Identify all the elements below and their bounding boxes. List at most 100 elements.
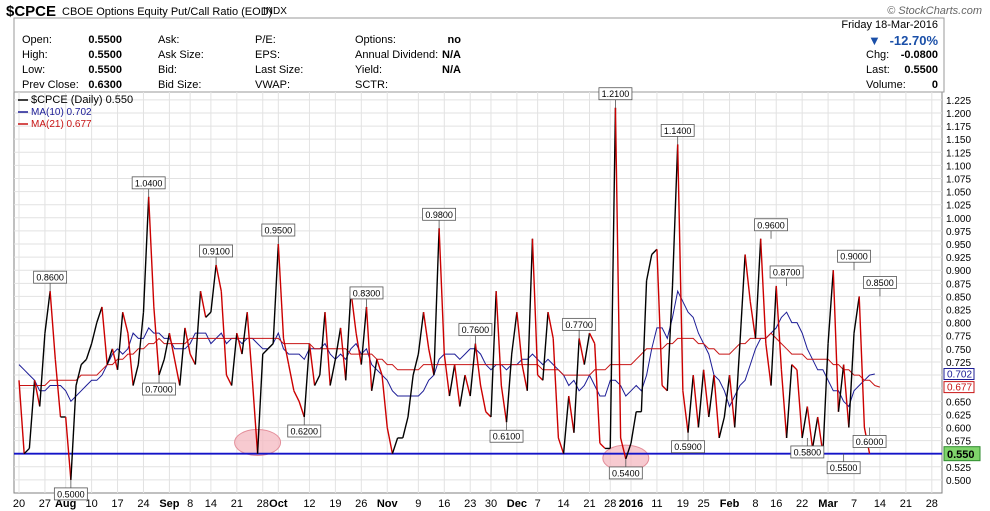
quote-label: Options: <box>355 34 396 46</box>
x-tick-label: 28 <box>257 498 269 510</box>
price-segment <box>702 369 710 418</box>
price-segment <box>417 312 425 355</box>
price-segment <box>562 395 570 454</box>
price-segment <box>345 291 352 381</box>
quote-value: no <box>447 34 461 46</box>
x-tick-label: Nov <box>377 498 399 510</box>
y-tick-label: 0.800 <box>946 319 971 330</box>
price-segment <box>490 291 497 418</box>
quote-value: 0.5500 <box>88 34 122 46</box>
callout-box <box>562 317 597 331</box>
x-tick-label: 16 <box>438 498 450 510</box>
price-segment <box>137 312 145 365</box>
price-segment <box>334 327 342 360</box>
y-tick-label: 0.775 <box>946 332 971 343</box>
price-segment <box>645 254 653 281</box>
callout-label: 0.9600 <box>757 220 785 230</box>
y-tick-label: 0.925 <box>946 253 971 264</box>
price-segment <box>526 238 534 391</box>
price-segment <box>308 343 316 386</box>
price-segment <box>386 427 394 454</box>
quote-label: Chg: <box>866 49 890 61</box>
price-segment <box>671 144 679 286</box>
price-segment <box>168 332 176 360</box>
price-segment <box>552 338 560 438</box>
x-tick-label: 12 <box>303 498 315 510</box>
price-segment <box>842 364 850 428</box>
price-segment <box>205 311 212 318</box>
callout-label: 0.6100 <box>493 432 521 442</box>
callout-box <box>422 207 457 221</box>
x-tick-label: 25 <box>697 498 709 510</box>
price-segment <box>158 359 165 376</box>
callout-box <box>349 286 384 300</box>
price-segment <box>70 385 77 480</box>
x-tick-label: 30 <box>485 498 497 510</box>
price-segment <box>127 333 134 386</box>
price-segment <box>272 243 280 344</box>
price-segment <box>708 374 715 418</box>
price-segment <box>189 353 196 365</box>
price-segment <box>718 416 726 439</box>
price-segment <box>547 312 554 339</box>
price-segment <box>661 385 668 392</box>
price-segment <box>614 107 622 438</box>
price-segment <box>827 270 834 344</box>
y-tick-label: 0.825 <box>946 306 971 317</box>
quote-value: 0 <box>931 79 938 91</box>
quote-label: Last: <box>866 64 890 76</box>
down-arrow-icon: ▼ <box>868 33 881 48</box>
value-tag <box>943 381 975 394</box>
price-segment <box>433 228 440 376</box>
legend-entry: MA(10) 0.702 <box>31 107 92 118</box>
y-tick-label: 1.150 <box>946 135 971 146</box>
callout-box <box>33 270 68 284</box>
value-tag <box>943 446 981 462</box>
value-tag-label: 0.702 <box>947 370 972 381</box>
price-segment <box>728 374 736 428</box>
price-segment <box>101 306 108 365</box>
callout-label: 0.5400 <box>612 468 640 478</box>
callout-label: 0.9000 <box>840 252 868 262</box>
price-segment <box>298 401 305 418</box>
callout-box <box>826 461 861 475</box>
price-segment <box>116 312 124 370</box>
callout-label: 1.0400 <box>135 178 163 188</box>
callout-box <box>53 487 88 501</box>
x-tick-label: 23 <box>464 498 476 510</box>
quote-label: Yield: <box>355 64 383 76</box>
y-tick-label: 0.750 <box>946 345 971 356</box>
y-tick-label: 0.625 <box>946 410 971 421</box>
price-segment <box>796 369 803 439</box>
quote-label: Bid: <box>158 64 177 76</box>
quote-label: Bid Size: <box>158 79 202 91</box>
quote-value: 0.5500 <box>904 64 938 76</box>
x-tick-label: 27 <box>39 498 51 510</box>
price-segment <box>293 390 300 402</box>
callout-box <box>837 249 871 263</box>
price-segment <box>319 312 326 376</box>
price-segment <box>734 343 741 428</box>
price-segment <box>770 285 777 386</box>
price-segment <box>106 348 114 365</box>
x-tick-label: 20 <box>13 498 25 510</box>
price-segment <box>749 301 757 339</box>
x-tick-label: Mar <box>818 498 838 510</box>
price-segment <box>692 374 700 428</box>
price-segment <box>557 437 565 454</box>
price-segment <box>179 327 186 386</box>
callout-box <box>790 445 825 459</box>
callout-label: 0.5500 <box>830 463 858 473</box>
quote-label: P/E: <box>255 34 276 46</box>
y-tick-label: 0.975 <box>946 227 971 238</box>
quote-value: N/A <box>442 49 461 61</box>
x-tick-label: 10 <box>85 498 97 510</box>
price-segment <box>64 416 72 480</box>
callout-label: 0.6000 <box>856 437 884 447</box>
y-tick-label: 1.075 <box>946 174 971 185</box>
callout-label: 0.8600 <box>36 273 64 283</box>
callout-box <box>852 435 887 448</box>
price-segment <box>739 254 746 344</box>
quote-date: Friday 18-Mar-2016 <box>841 19 938 31</box>
price-segment <box>474 343 482 386</box>
